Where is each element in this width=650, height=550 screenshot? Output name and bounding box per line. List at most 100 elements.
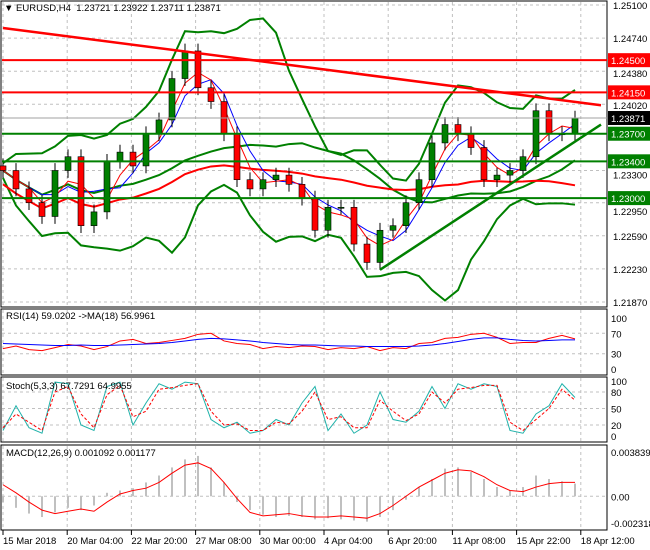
- time-label: 18 Apr 12:00: [581, 536, 635, 547]
- time-label: 15 Apr 22:00: [517, 536, 571, 547]
- macd-hist-bar: [496, 487, 498, 497]
- macd-hist-bar: [262, 496, 264, 515]
- time-label: 22 Mar 20:00: [131, 536, 187, 547]
- candle-body: [25, 188, 33, 203]
- candle-body: [233, 133, 241, 181]
- level-tag: [608, 126, 650, 141]
- indicator-tick: 100: [611, 314, 627, 325]
- macd-hist-bar: [41, 496, 43, 518]
- rsi-line: [2, 332, 576, 352]
- macd-signal-line: [2, 462, 575, 519]
- candle-body: [272, 174, 280, 181]
- candle-body: [38, 202, 46, 217]
- time-label: 27 Mar 08:00: [196, 536, 252, 547]
- price-tick: 1.25100: [613, 1, 647, 12]
- price-tick: 1.24380: [613, 69, 647, 80]
- time-label: 4 Apr 04:00: [324, 536, 373, 547]
- candle-body: [64, 156, 72, 171]
- panel-frame-3: [0, 444, 608, 531]
- macd-hist-bar: [444, 468, 446, 497]
- candle-body: [103, 161, 111, 213]
- macd-hist-bar: [171, 467, 173, 497]
- dropdown-triangle-icon[interactable]: ▼: [4, 3, 14, 14]
- candle-body: [337, 206, 345, 209]
- candle-body: [77, 156, 85, 226]
- macd-hist-bar: [93, 496, 95, 506]
- macd-hist-bar: [197, 455, 199, 497]
- time-label: 30 Mar 00:00: [260, 536, 316, 547]
- price-tick: 1.23300: [613, 170, 647, 181]
- candle-body: [116, 151, 124, 162]
- candle-body: [493, 174, 501, 181]
- stoch-title: Stoch(5,3,3) 67.7291 64.9955: [6, 381, 132, 392]
- macd-hist-bar: [574, 483, 576, 497]
- candle-body: [90, 211, 98, 226]
- candle-body: [246, 179, 254, 190]
- macd-hist-bar: [67, 496, 69, 508]
- candle-body: [467, 133, 475, 148]
- candle-body: [12, 170, 20, 190]
- macd-hist-bar: [483, 478, 485, 497]
- indicator-tick: 100: [611, 377, 627, 388]
- indicator-tick: 30: [611, 350, 622, 361]
- indicator-tick: 0: [611, 365, 616, 376]
- time-label: 20 Mar 04:00: [67, 536, 123, 547]
- candle-body: [181, 50, 189, 79]
- macd-hist-bar: [288, 496, 290, 516]
- ma-faster: [2, 71, 576, 247]
- macd-hist-bar: [431, 478, 433, 497]
- indicator-tick: 0: [611, 432, 616, 443]
- indicator-tick: 50: [611, 405, 622, 416]
- macd-hist-bar: [106, 492, 108, 497]
- candle-body: [285, 174, 293, 185]
- macd-hist-bar: [392, 496, 394, 511]
- macd-hist-bar: [457, 467, 459, 497]
- stoch-signal-line: [2, 383, 576, 432]
- macd-hist-bar: [210, 467, 212, 497]
- level-label: 1.23000: [611, 194, 645, 205]
- macd-hist-bar: [119, 490, 121, 497]
- price-tick: 1.22950: [613, 207, 647, 218]
- rsi-title: RSI(14) 59.0202 ->MA(18) 56.9961: [6, 311, 156, 322]
- time-label: 11 Apr 08:00: [452, 536, 505, 547]
- candle-body: [376, 229, 384, 263]
- macd-hist-bar: [54, 496, 56, 513]
- macd-hist-bar: [28, 496, 30, 514]
- macd-hist-bar: [301, 496, 303, 518]
- macd-hist-bar: [418, 487, 420, 497]
- macd-hist-bar: [366, 496, 368, 522]
- macd-hist-bar: [561, 481, 563, 497]
- price-tick: 1.24020: [613, 101, 647, 112]
- macd-hist-bar: [509, 490, 511, 497]
- price-tick: 1.24740: [613, 34, 647, 45]
- price-tick: 1.22590: [613, 232, 647, 243]
- macd-hist-bar: [80, 496, 82, 511]
- candle-body: [168, 78, 176, 121]
- macd-tick: 0.003839: [611, 448, 650, 459]
- level-label: 1.24500: [611, 56, 645, 67]
- level-label: 1.24150: [611, 88, 645, 99]
- macd-hist-bar: [223, 482, 225, 497]
- macd-title: MACD(12,26,9) 0.001092 0.001177: [6, 448, 156, 459]
- level-tag: [608, 53, 650, 68]
- macd-hist-bar: [132, 488, 134, 497]
- time-label: 6 Apr 20:00: [388, 536, 437, 547]
- macd-hist-bar: [2, 496, 4, 503]
- indicator-tick: 70: [611, 329, 622, 340]
- macd-hist-bar: [158, 475, 160, 497]
- macd-hist-bar: [535, 475, 537, 497]
- indicator-tick: 20: [611, 421, 622, 432]
- rsi-ma-line: [2, 337, 575, 348]
- macd-hist-bar: [145, 482, 147, 497]
- macd-hist-bar: [548, 478, 550, 497]
- panel-frame-2: [0, 376, 608, 443]
- current-price-label: 1.23871: [611, 114, 645, 125]
- candle-body: [506, 170, 514, 176]
- candle-body: [129, 151, 137, 167]
- level-tag: [608, 154, 650, 169]
- indicator-tick: 80: [611, 388, 622, 399]
- level-label: 1.23400: [611, 157, 645, 168]
- candle-body: [571, 117, 579, 135]
